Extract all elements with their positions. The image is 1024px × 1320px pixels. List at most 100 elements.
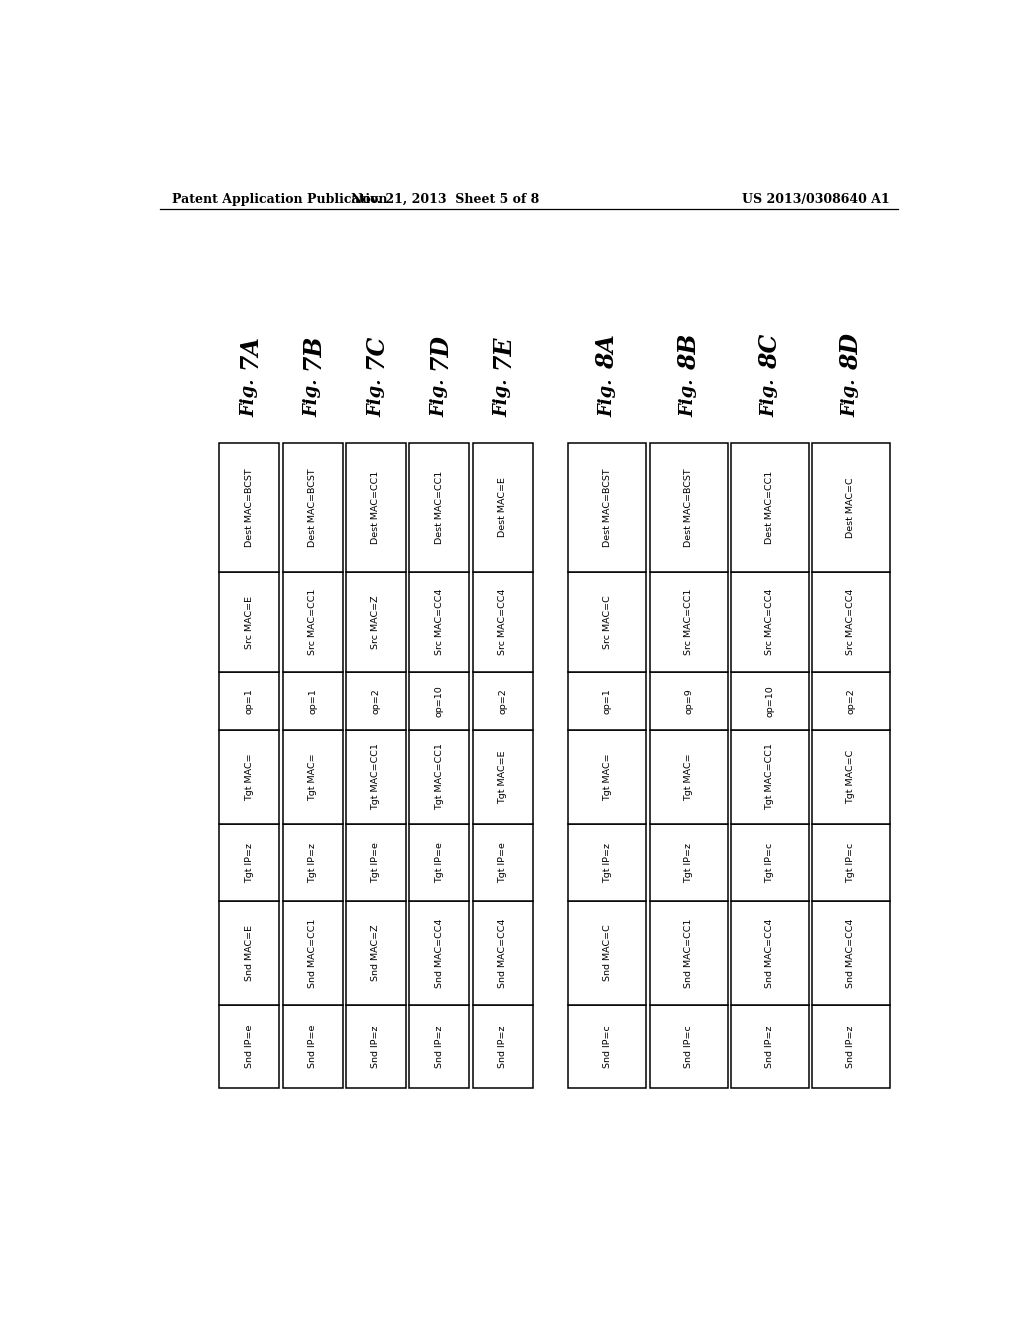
Text: Patent Application Publication: Patent Application Publication [172,193,387,206]
Bar [346,902,407,1005]
Text: Tgt IP=e: Tgt IP=e [372,842,381,883]
Text: Snd MAC=CC1: Snd MAC=CC1 [308,919,317,987]
Text: Src MAC=CC4: Src MAC=CC4 [498,589,507,655]
Text: op=10: op=10 [435,685,443,717]
Text: 7B: 7B [301,333,325,370]
Text: Tgt MAC=: Tgt MAC= [245,754,254,801]
Text: Src MAC=E: Src MAC=E [245,595,254,648]
Text: 7C: 7C [364,334,388,370]
Text: Fig.: Fig. [761,378,778,417]
Bar [346,444,407,572]
Bar [473,1005,532,1089]
Bar [649,672,728,730]
Text: Snd IP=z: Snd IP=z [498,1026,507,1068]
Bar [219,572,280,672]
Bar [410,444,469,572]
Text: Snd MAC=CC4: Snd MAC=CC4 [498,919,507,987]
Text: Src MAC=CC1: Src MAC=CC1 [308,589,317,655]
Text: Fig.: Fig. [680,378,697,417]
Text: op=10: op=10 [765,685,774,717]
Text: Snd IP=z: Snd IP=z [765,1026,774,1068]
Text: op=2: op=2 [372,688,381,714]
Text: op=1: op=1 [603,688,612,714]
Bar [283,730,343,824]
Bar [219,730,280,824]
Text: Snd MAC=Z: Snd MAC=Z [372,924,381,981]
Text: Tgt MAC=CC1: Tgt MAC=CC1 [372,743,381,810]
Bar [812,1005,890,1089]
Text: Tgt IP=z: Tgt IP=z [603,842,612,883]
Bar [283,1005,343,1089]
Text: Nov. 21, 2013  Sheet 5 of 8: Nov. 21, 2013 Sheet 5 of 8 [351,193,540,206]
Bar [410,824,469,902]
Text: Snd IP=z: Snd IP=z [372,1026,381,1068]
Bar [283,572,343,672]
Text: Src MAC=CC4: Src MAC=CC4 [847,589,855,655]
Text: Fig.: Fig. [494,378,512,417]
Text: Snd MAC=CC4: Snd MAC=CC4 [765,919,774,987]
Bar [812,572,890,672]
Text: US 2013/0308640 A1: US 2013/0308640 A1 [742,193,890,206]
Text: Snd MAC=CC4: Snd MAC=CC4 [435,919,443,987]
Text: Snd IP=e: Snd IP=e [308,1024,317,1068]
Bar [219,672,280,730]
Text: op=2: op=2 [847,688,855,714]
Bar [410,572,469,672]
Bar [812,730,890,824]
Bar [346,572,407,672]
Bar [283,902,343,1005]
Bar [473,902,532,1005]
Bar [649,1005,728,1089]
Bar [731,902,809,1005]
Text: Src MAC=CC4: Src MAC=CC4 [435,589,443,655]
Bar [649,902,728,1005]
Text: Dest MAC=CC1: Dest MAC=CC1 [765,471,774,544]
Bar [346,824,407,902]
Bar [283,444,343,572]
Bar [219,1005,280,1089]
Bar [568,1005,646,1089]
Bar [649,444,728,572]
Bar [473,572,532,672]
Text: op=9: op=9 [684,688,693,714]
Bar [568,572,646,672]
Text: Dest MAC=CC1: Dest MAC=CC1 [372,471,381,544]
Text: 7E: 7E [490,334,515,368]
Bar [346,672,407,730]
Text: 8B: 8B [677,333,700,370]
Text: op=1: op=1 [245,688,254,714]
Text: Src MAC=CC1: Src MAC=CC1 [684,589,693,655]
Text: Fig.: Fig. [430,378,449,417]
Bar [410,902,469,1005]
Text: Snd MAC=C: Snd MAC=C [603,924,612,981]
Text: Src MAC=CC4: Src MAC=CC4 [765,589,774,655]
Text: Dest MAC=BCST: Dest MAC=BCST [308,469,317,546]
Text: Tgt MAC=C: Tgt MAC=C [847,750,855,804]
Text: Snd MAC=CC1: Snd MAC=CC1 [684,919,693,987]
Text: Snd MAC=E: Snd MAC=E [245,925,254,981]
Text: Dest MAC=BCST: Dest MAC=BCST [684,469,693,546]
Text: Dest MAC=BCST: Dest MAC=BCST [603,469,612,546]
Bar [731,824,809,902]
Bar [731,572,809,672]
Text: Tgt MAC=E: Tgt MAC=E [498,750,507,804]
Bar [283,824,343,902]
Text: 7D: 7D [427,333,452,370]
Text: Snd IP=c: Snd IP=c [684,1026,693,1068]
Bar [473,824,532,902]
Bar [568,672,646,730]
Text: Dest MAC=C: Dest MAC=C [847,478,855,537]
Bar [346,730,407,824]
Text: 7A: 7A [238,334,261,370]
Text: 8A: 8A [595,334,620,370]
Text: Tgt IP=z: Tgt IP=z [684,842,693,883]
Text: Snd IP=c: Snd IP=c [603,1026,612,1068]
Bar [219,444,280,572]
Text: Dest MAC=CC1: Dest MAC=CC1 [435,471,443,544]
Bar [649,824,728,902]
Text: Snd MAC=CC4: Snd MAC=CC4 [847,919,855,987]
Bar [812,672,890,730]
Text: Tgt IP=c: Tgt IP=c [847,842,855,883]
Bar [812,824,890,902]
Text: Dest MAC=BCST: Dest MAC=BCST [245,469,254,546]
